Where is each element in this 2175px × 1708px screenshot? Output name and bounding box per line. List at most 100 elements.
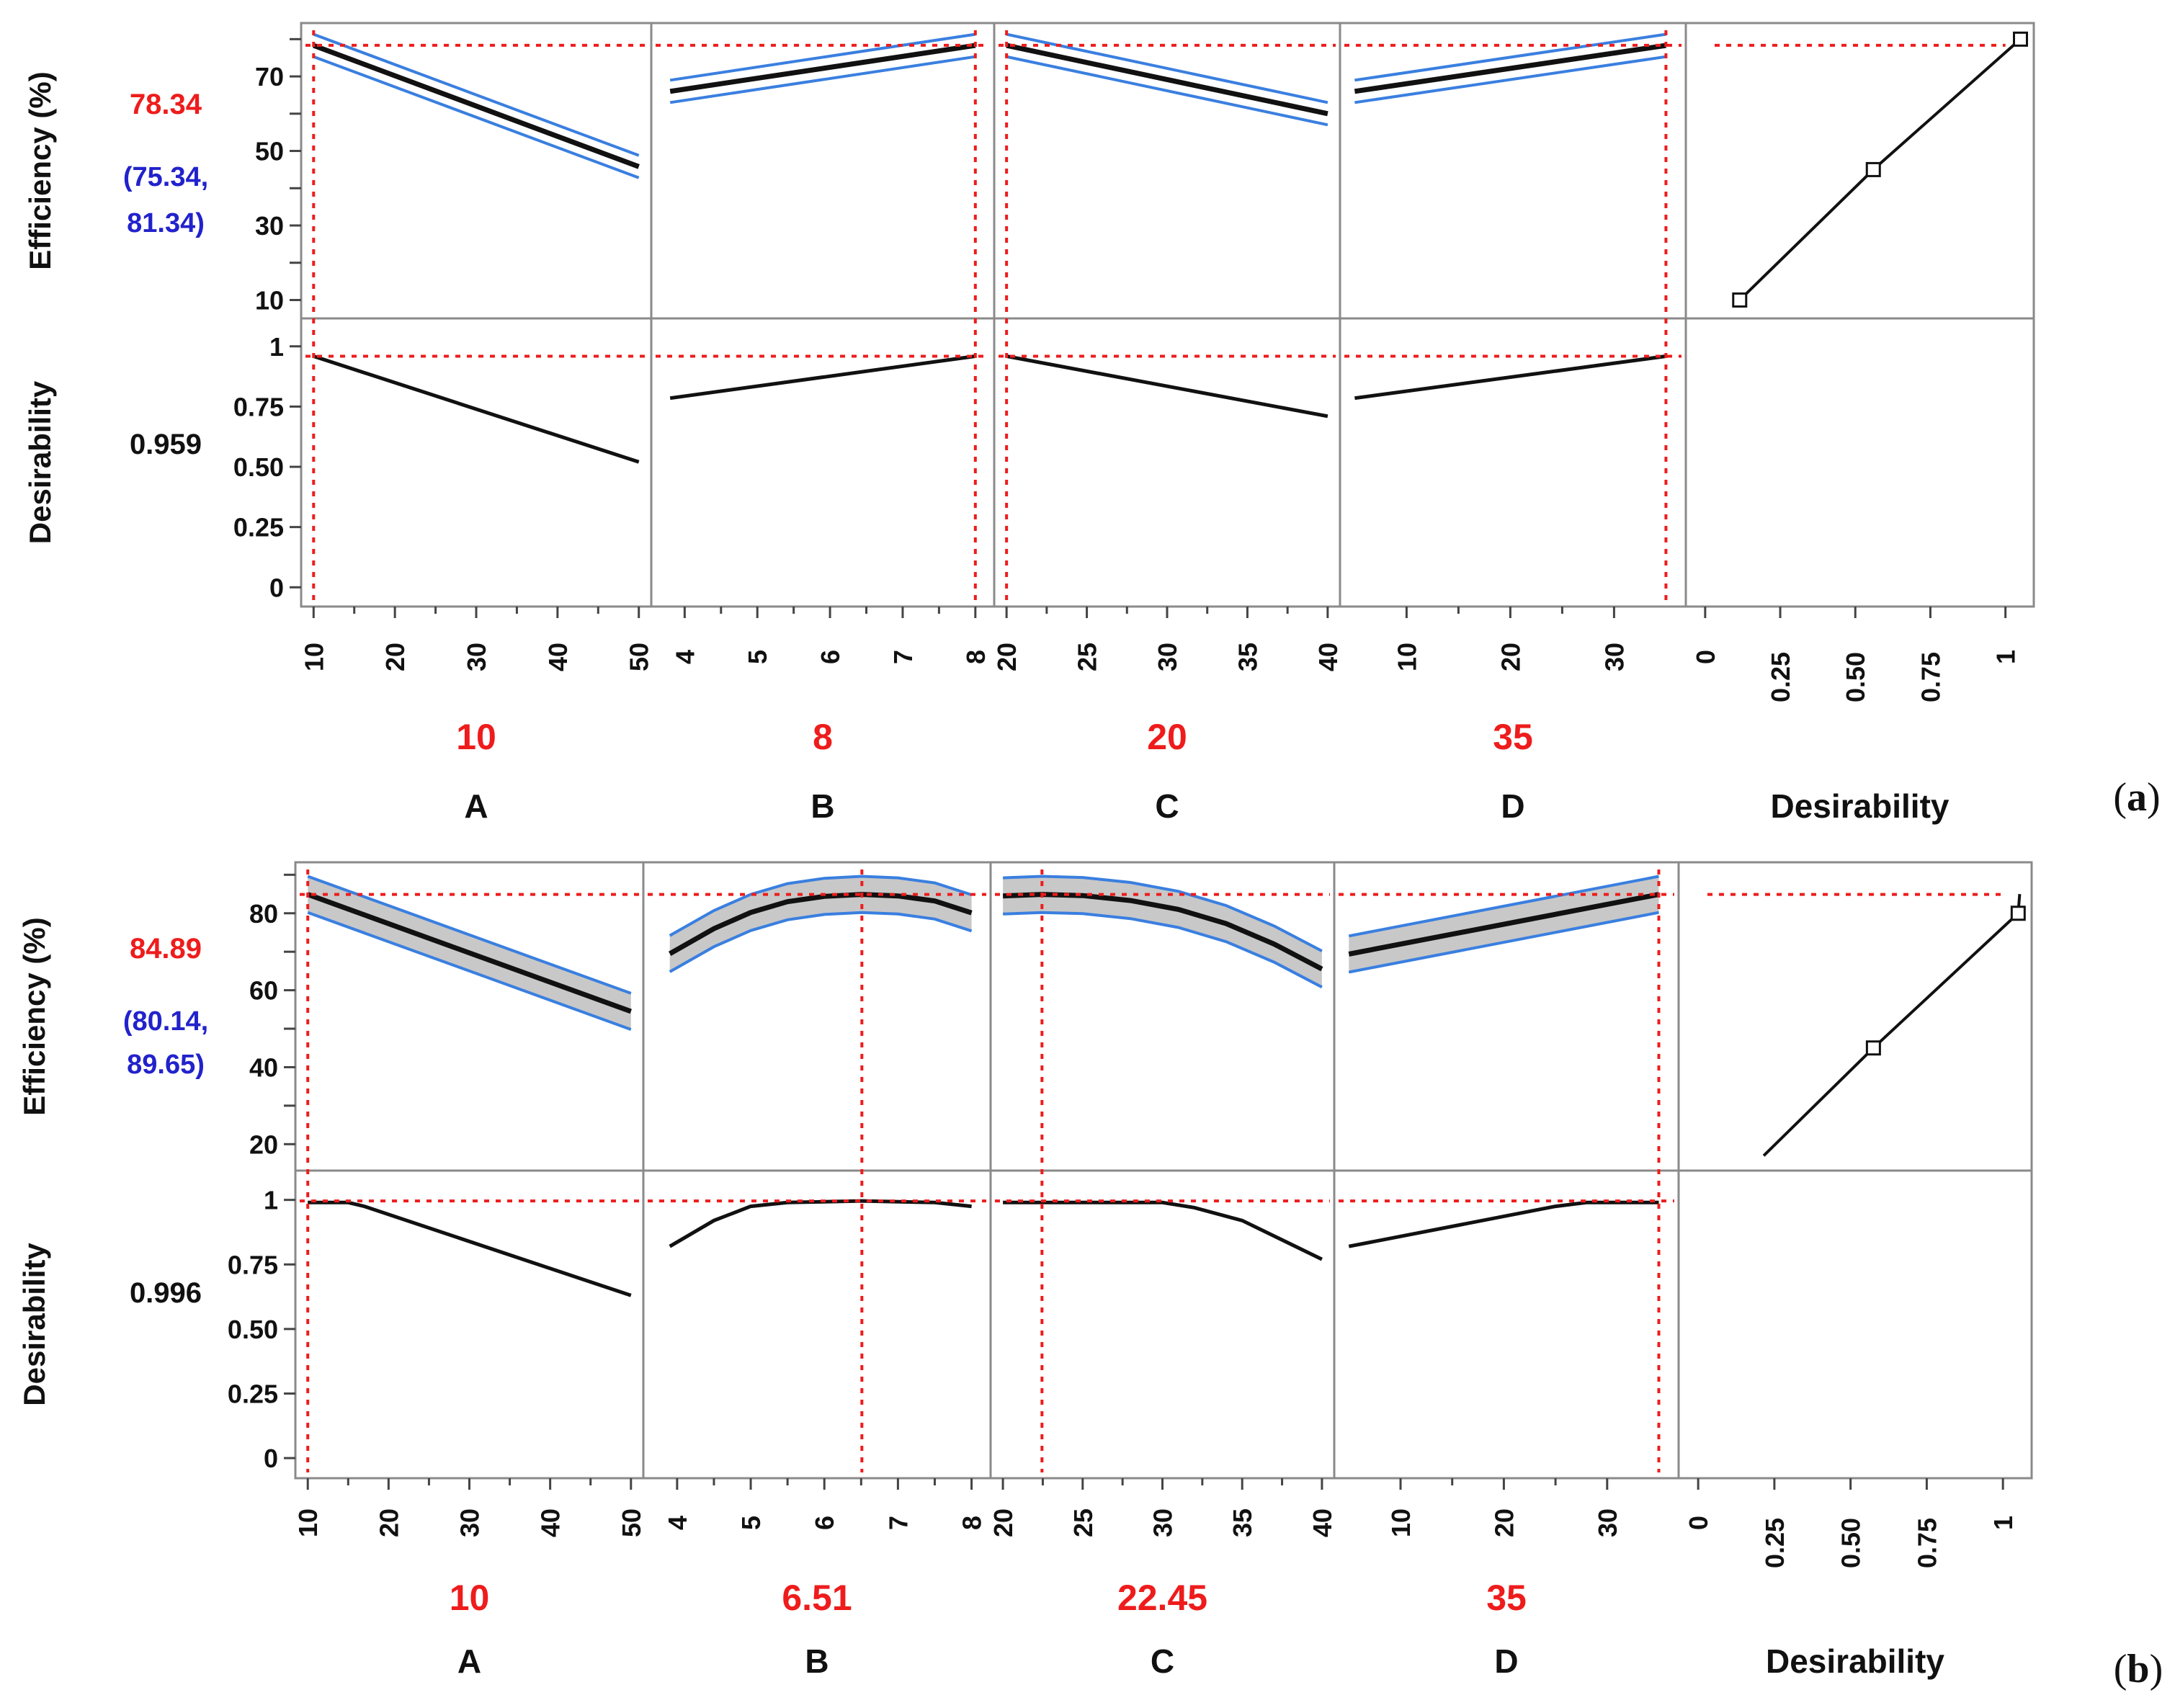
x-tick-label: 35	[1233, 643, 1262, 671]
x-tick-label: 1	[1988, 1516, 2018, 1530]
profiler-frame	[300, 22, 2035, 608]
predicted-value: 84.89	[130, 933, 202, 965]
x-tick-label: 8	[961, 650, 991, 664]
desirability-function-point	[2010, 906, 2026, 921]
desirability-trace-line	[1003, 1200, 1323, 1261]
desirability-trace-line	[1006, 354, 1328, 419]
desirability-tick-label: 0.50	[233, 452, 284, 482]
ci-lower-line	[313, 55, 640, 179]
factor-current-value: 35	[1486, 1578, 1527, 1618]
ci-upper-line	[1348, 875, 1659, 938]
x-tick-label: 30	[1593, 1508, 1622, 1537]
efficiency-prediction-line	[1002, 892, 1323, 972]
x-tick-label: 7	[888, 650, 918, 664]
x-tick-label: 40	[543, 643, 573, 671]
x-tick-label: 25	[1073, 643, 1102, 671]
x-tick-label: 0.75	[1912, 1518, 1942, 1568]
x-tick-label: 40	[1313, 643, 1343, 671]
x-tick-label: 30	[1148, 1508, 1178, 1537]
factor-name: D	[1501, 787, 1524, 825]
confidence-interval-low: (75.34,	[123, 162, 208, 192]
ci-upper-line	[313, 32, 640, 157]
desirability-axis-label: Desirability	[23, 380, 57, 544]
desirability-function-point	[1732, 292, 1748, 308]
x-tick-label: 6	[810, 1516, 839, 1530]
x-tick-label: 10	[293, 1508, 323, 1537]
ci-upper-line	[307, 875, 632, 995]
x-tick-label: 7	[883, 1516, 913, 1530]
efficiency-tick-label: 70	[255, 62, 284, 91]
ci-lower-line	[1003, 911, 1323, 989]
x-tick-label: 5	[743, 650, 772, 664]
factor-current-value: 20	[1147, 717, 1187, 757]
x-tick-label: 10	[1392, 643, 1421, 671]
x-tick-label: 4	[670, 650, 700, 664]
desirability-x-label: Desirability	[1771, 787, 1950, 825]
ci-upper-line	[669, 32, 976, 82]
ci-lower-line	[669, 911, 973, 973]
efficiency-tick-label: 20	[249, 1130, 278, 1159]
desirability-tick-label: 0	[269, 573, 284, 602]
factor-current-value: 10	[456, 717, 496, 757]
ci-upper-line	[1003, 875, 1323, 952]
factor-name: A	[457, 1642, 481, 1680]
desirability-tick-label: 0.75	[228, 1250, 278, 1279]
panel-label-open: (	[2114, 1647, 2127, 1691]
factor-current-value: 10	[450, 1578, 490, 1618]
confidence-interval-high: 89.65)	[127, 1050, 205, 1080]
x-tick-label: 0.25	[1760, 1518, 1790, 1568]
efficiency-tick-label: 60	[249, 976, 278, 1006]
efficiency-prediction-line	[307, 892, 632, 1014]
factor-name: D	[1494, 1642, 1518, 1680]
desirability-function-point	[2012, 31, 2028, 47]
efficiency-tick-label: 80	[249, 899, 278, 929]
x-tick-label: 0.25	[1766, 652, 1795, 702]
efficiency-prediction-line	[1354, 43, 1666, 94]
confidence-band-fill	[669, 876, 972, 972]
x-tick-label: 5	[736, 1516, 766, 1530]
x-tick-label: 20	[374, 1508, 403, 1537]
panel-label-open: (	[2113, 775, 2127, 820]
x-tick-label: 20	[992, 643, 1022, 671]
x-tick-label: 8	[957, 1516, 987, 1530]
factor-current-value: 6.51	[782, 1578, 852, 1618]
panel-label-close: )	[2150, 1647, 2163, 1691]
efficiency-tick-label: 10	[255, 285, 284, 315]
x-tick-label: 20	[1496, 643, 1525, 671]
efficiency-prediction-line	[668, 892, 973, 956]
x-tick-label: 30	[462, 643, 491, 671]
factor-current-value: 22.45	[1117, 1578, 1207, 1618]
desirability-trace-line	[1348, 1200, 1659, 1248]
ci-upper-line	[669, 875, 973, 937]
confidence-interval-high: 81.34)	[127, 208, 205, 238]
factor-name: C	[1155, 787, 1179, 825]
desirability-tick-label: 0.50	[228, 1315, 278, 1344]
x-tick-label: 30	[1599, 643, 1629, 671]
desirability-tick-label: 0	[264, 1444, 278, 1473]
desirability-trace-line	[669, 354, 976, 401]
efficiency-axis-label: Efficiency (%)	[23, 71, 57, 269]
efficiency-tick-label: 40	[249, 1052, 278, 1082]
efficiency-prediction-line	[313, 43, 640, 169]
desirability-trace-line	[308, 1200, 632, 1297]
efficiency-axis-label: Efficiency (%)	[17, 917, 51, 1115]
efficiency-tick-label: 50	[255, 137, 284, 166]
efficiency-prediction-line	[669, 43, 976, 94]
desirability-tick-label: 0.75	[233, 392, 284, 421]
predicted-value: 78.34	[130, 89, 202, 120]
desirability-function-point	[1865, 161, 1881, 177]
x-tick-label: 35	[1228, 1508, 1257, 1537]
x-tick-label: 20	[380, 643, 410, 671]
panel-label: (a)	[2113, 775, 2160, 820]
desirability-tick-label: 0.25	[228, 1379, 278, 1408]
desirability-tick-label: 1	[269, 332, 284, 362]
x-tick-label: 0.75	[1916, 652, 1945, 702]
efficiency-prediction-line	[1006, 43, 1328, 117]
x-tick-label: 30	[1153, 643, 1182, 671]
ci-lower-line	[669, 55, 976, 104]
x-tick-label: 10	[1386, 1508, 1416, 1537]
x-tick-label: 6	[816, 650, 845, 664]
x-tick-label: 25	[1068, 1508, 1098, 1537]
ci-upper-line	[1354, 32, 1666, 82]
